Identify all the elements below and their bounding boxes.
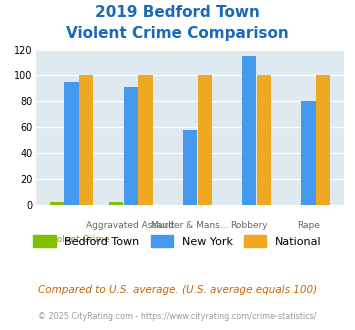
Bar bbox=[242, 56, 256, 205]
Text: Violent Crime Comparison: Violent Crime Comparison bbox=[66, 26, 289, 41]
Text: Aggravated Assault: Aggravated Assault bbox=[86, 221, 175, 230]
Text: All Violent Crime: All Violent Crime bbox=[34, 235, 109, 244]
Bar bbox=[79, 75, 93, 205]
Bar bbox=[64, 82, 78, 205]
Bar bbox=[257, 75, 271, 205]
Bar bbox=[316, 75, 330, 205]
Text: Murder & Mans...: Murder & Mans... bbox=[151, 221, 229, 230]
Legend: Bedford Town, New York, National: Bedford Town, New York, National bbox=[29, 231, 326, 251]
Text: Compared to U.S. average. (U.S. average equals 100): Compared to U.S. average. (U.S. average … bbox=[38, 285, 317, 295]
Bar bbox=[50, 202, 64, 205]
Bar bbox=[301, 101, 316, 205]
Bar bbox=[109, 202, 123, 205]
Bar bbox=[183, 130, 197, 205]
Text: 2019 Bedford Town: 2019 Bedford Town bbox=[95, 5, 260, 20]
Text: © 2025 CityRating.com - https://www.cityrating.com/crime-statistics/: © 2025 CityRating.com - https://www.city… bbox=[38, 312, 317, 321]
Text: Rape: Rape bbox=[297, 221, 320, 230]
Text: Robbery: Robbery bbox=[230, 221, 268, 230]
Bar bbox=[124, 87, 138, 205]
Bar bbox=[138, 75, 153, 205]
Bar bbox=[198, 75, 212, 205]
